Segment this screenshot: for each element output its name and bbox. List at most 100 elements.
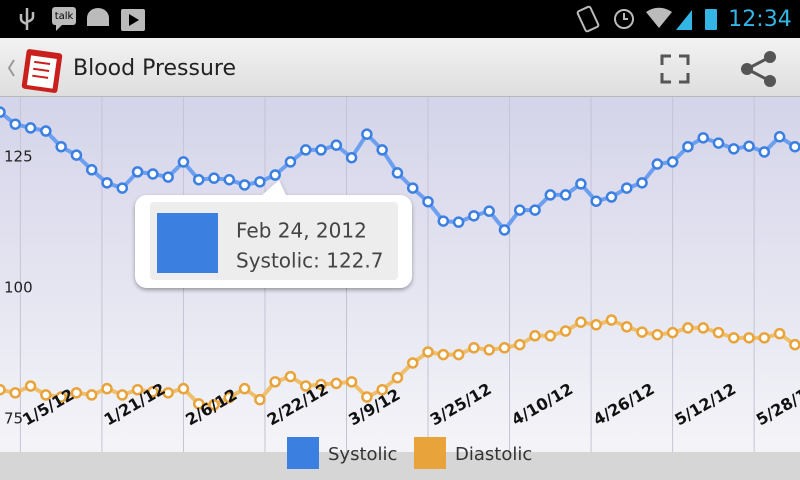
- data-point: [391, 167, 404, 179]
- data-point: [284, 370, 297, 383]
- data-point: [9, 387, 22, 399]
- data-point: [666, 156, 679, 168]
- data-point: [269, 169, 281, 181]
- data-point: [238, 179, 251, 191]
- data-point: [315, 378, 327, 391]
- data-point: [330, 377, 343, 390]
- tooltip-date: Feb 24, 2012: [236, 219, 367, 243]
- data-point: [0, 106, 6, 118]
- fullscreen-button[interactable]: [660, 54, 690, 84]
- data-point: [773, 131, 786, 143]
- data-point: [85, 389, 98, 401]
- tooltip-swatch: [157, 213, 218, 273]
- data-point: [223, 391, 236, 404]
- data-point: [406, 182, 419, 194]
- tooltip-text: Systolic: 122.7: [236, 249, 384, 273]
- data-point: [559, 325, 572, 337]
- talk-icon-tail: [56, 25, 62, 31]
- battery-icon: [705, 9, 717, 30]
- y-tick-label: 100: [4, 278, 33, 296]
- up-indicator[interactable]: [7, 59, 15, 77]
- legend-label: Systolic: [328, 444, 397, 465]
- data-point: [437, 215, 450, 227]
- data-point: [422, 195, 434, 208]
- legend-label: Diastolic: [455, 444, 532, 465]
- data-point: [192, 173, 205, 186]
- data-point: [468, 210, 480, 222]
- data-point: [254, 393, 266, 406]
- data-point: [452, 348, 465, 361]
- talk-icon-text: talk: [55, 11, 74, 22]
- data-point: [376, 144, 388, 156]
- data-point: [728, 143, 740, 155]
- data-point: [697, 132, 709, 144]
- data-point: [376, 383, 388, 396]
- signal-icon: [676, 10, 692, 30]
- data-point: [361, 391, 373, 403]
- data-point: [361, 128, 373, 140]
- data-point: [743, 332, 755, 344]
- data-point: [773, 327, 786, 340]
- data-point: [40, 389, 52, 401]
- data-point: [116, 182, 129, 194]
- data-point: [529, 204, 541, 216]
- clock: 12:34: [728, 7, 791, 32]
- data-point: [712, 326, 725, 339]
- y-tick-label: 75: [4, 409, 23, 427]
- data-point: [666, 326, 679, 339]
- data-point: [70, 387, 83, 399]
- data-point: [177, 156, 190, 168]
- usb-icon: [19, 8, 35, 30]
- data-point: [513, 338, 526, 351]
- legend-bar: [0, 452, 800, 480]
- data-point: [131, 383, 144, 396]
- data-point: [544, 189, 557, 201]
- data-point: [162, 171, 174, 183]
- data-point: [529, 330, 541, 342]
- data-point: [621, 182, 633, 194]
- data-point: [299, 144, 312, 156]
- data-point: [728, 332, 740, 344]
- data-point: [162, 387, 174, 399]
- data-point: [24, 380, 37, 392]
- data-point: [682, 140, 694, 153]
- data-point: [284, 156, 297, 168]
- share-button[interactable]: [741, 51, 776, 87]
- data-point: [513, 204, 526, 216]
- data-point: [636, 326, 648, 338]
- app-icon[interactable]: [21, 49, 63, 94]
- data-point: [55, 140, 67, 153]
- data-point: [116, 389, 129, 401]
- play-triangle: [129, 14, 139, 26]
- data-point: [575, 316, 587, 328]
- data-point: [147, 386, 159, 398]
- share-dot: [764, 51, 776, 63]
- data-point: [40, 125, 52, 137]
- legend: Systolic Diastolic: [287, 437, 532, 469]
- data-point: [575, 178, 587, 190]
- data-point: [147, 168, 159, 180]
- data-point: [758, 332, 771, 344]
- data-point: [590, 319, 602, 331]
- share-dot: [764, 75, 776, 87]
- data-point: [299, 380, 312, 392]
- data-point: [743, 140, 755, 152]
- data-point: [758, 146, 771, 158]
- data-point: [101, 382, 113, 395]
- app-title: Blood Pressure: [73, 56, 236, 81]
- data-point: [238, 382, 251, 395]
- data-point: [697, 322, 709, 334]
- data-point: [345, 376, 358, 388]
- data-point: [254, 176, 266, 188]
- data-point: [483, 344, 495, 356]
- data-point: [85, 164, 98, 176]
- data-point: [437, 348, 450, 361]
- data-point: [682, 322, 694, 334]
- data-point: [391, 371, 404, 384]
- clipboard-lines: [32, 60, 51, 79]
- data-point: [498, 224, 511, 236]
- data-point: [208, 172, 220, 184]
